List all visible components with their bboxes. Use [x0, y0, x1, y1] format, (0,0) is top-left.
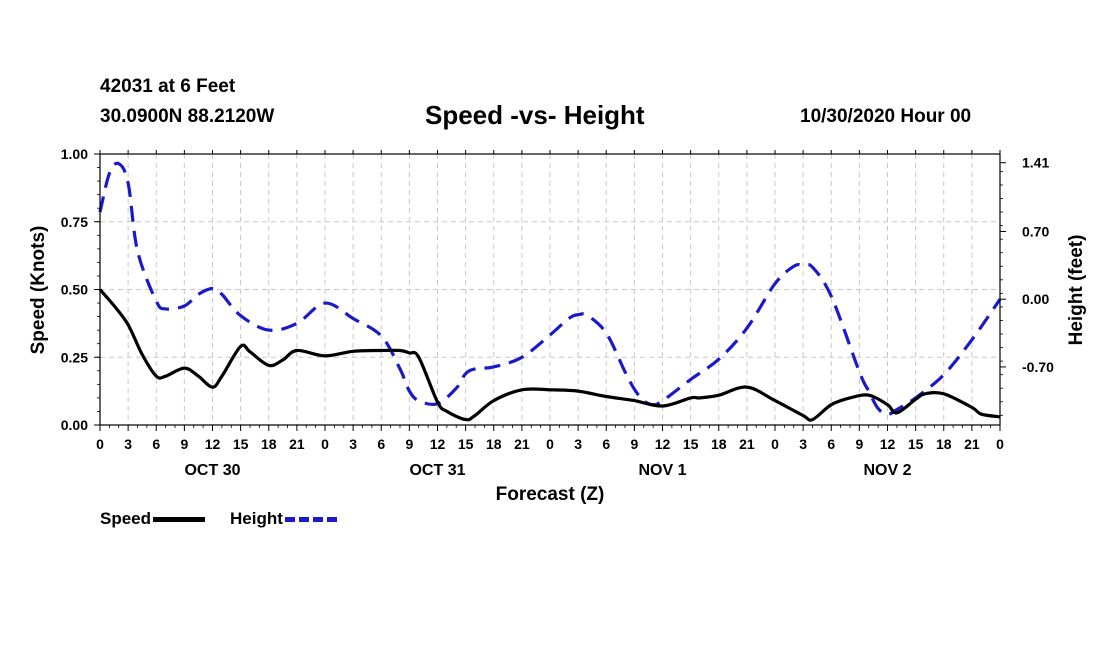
x-tick-label: 12 — [880, 436, 896, 452]
legend-height: Height — [230, 509, 337, 529]
x-tick-label: 21 — [289, 436, 305, 452]
location-label: 30.0900N 88.2120W — [100, 106, 275, 127]
y-tick-label-right: 0.70 — [1022, 223, 1049, 239]
legend-speed-label: Speed — [100, 509, 152, 528]
station-label: 42031 at 6 Feet — [100, 76, 236, 97]
x-tick-label: 21 — [964, 436, 980, 452]
x-tick-label: 18 — [711, 436, 727, 452]
x-tick-label: 0 — [96, 436, 104, 452]
x-tick-label: 18 — [261, 436, 277, 452]
date-label: OCT 30 — [184, 462, 240, 479]
x-tick-label: 6 — [827, 436, 835, 452]
x-tick-label: 6 — [377, 436, 385, 452]
y-tick-label-left: 0.00 — [61, 417, 88, 433]
y-tick-label-left: 0.25 — [61, 349, 88, 365]
y-axis-title-right: Height (feet) — [1066, 235, 1087, 346]
x-tick-label: 12 — [655, 436, 671, 452]
x-tick-label: 9 — [630, 436, 638, 452]
x-tick-label: 15 — [233, 436, 249, 452]
x-tick-label: 0 — [771, 436, 779, 452]
y-tick-label-left: 0.50 — [61, 282, 88, 298]
date-label: OCT 31 — [409, 462, 465, 479]
legend-height-label: Height — [230, 509, 283, 528]
x-tick-label: 3 — [799, 436, 807, 452]
x-tick-label: 0 — [321, 436, 329, 452]
x-tick-label: 0 — [996, 436, 1004, 452]
x-tick-label: 9 — [855, 436, 863, 452]
x-tick-label: 15 — [458, 436, 474, 452]
axis-layer: 0 3 6 9 12 15 18 21 0 3 6 9 12 15 18 21 0 3 6 9 12 15 18 21 0 3 6 9… — [61, 146, 1054, 479]
x-tick-label: 15 — [683, 436, 699, 452]
chart-title: Speed -vs- Height — [425, 100, 645, 130]
series-layer — [98, 161, 1002, 422]
x-tick-label: 12 — [430, 436, 446, 452]
x-tick-label: 21 — [739, 436, 755, 452]
y-tick-label-right: 1.41 — [1022, 155, 1049, 171]
x-tick-label: 3 — [574, 436, 582, 452]
x-tick-label: 3 — [349, 436, 357, 452]
y-tick-label-right: 0.00 — [1022, 291, 1049, 307]
x-tick-label: 18 — [486, 436, 502, 452]
x-axis-title: Forecast (Z) — [496, 484, 605, 505]
forecast-datetime: 10/30/2020 Hour 00 — [800, 106, 972, 127]
x-tick-label: 18 — [936, 436, 952, 452]
y-tick-label-right: -0.70 — [1022, 359, 1054, 375]
height-series-line — [98, 161, 1002, 416]
x-tick-label: 9 — [180, 436, 188, 452]
date-label: NOV 2 — [863, 462, 911, 479]
y-axis-title-left: Speed (Knots) — [28, 226, 49, 355]
x-tick-label: 21 — [514, 436, 530, 452]
x-tick-label: 9 — [405, 436, 413, 452]
speed-series-line — [98, 288, 1001, 422]
x-tick-label: 6 — [602, 436, 610, 452]
x-tick-label: 12 — [205, 436, 221, 452]
y-tick-label-left: 1.00 — [61, 146, 88, 162]
y-tick-label-left: 0.75 — [61, 214, 88, 230]
legend-speed-swatch — [153, 517, 206, 523]
grid-layer — [100, 154, 1000, 425]
x-tick-label: 0 — [546, 436, 554, 452]
x-tick-label: 15 — [908, 436, 924, 452]
date-label: NOV 1 — [638, 462, 686, 479]
legend-speed: Speed — [100, 509, 206, 529]
x-tick-label: 3 — [124, 436, 132, 452]
x-tick-label: 6 — [152, 436, 160, 452]
legend-height-swatch — [284, 517, 337, 523]
